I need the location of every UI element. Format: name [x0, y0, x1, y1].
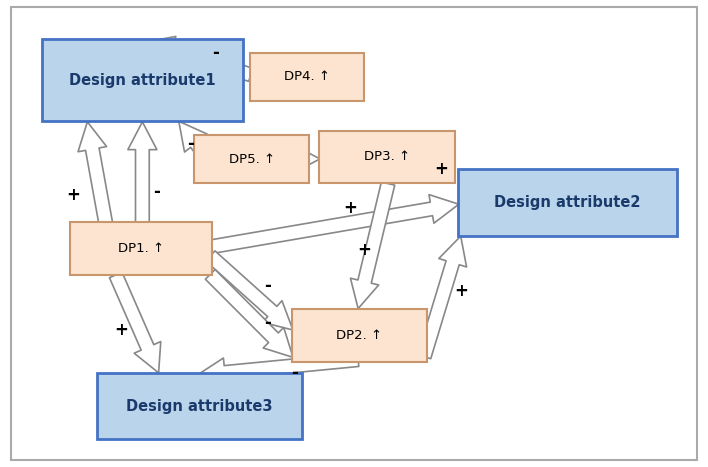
Text: -: - — [264, 277, 270, 295]
FancyBboxPatch shape — [69, 222, 212, 275]
FancyBboxPatch shape — [319, 130, 455, 183]
FancyBboxPatch shape — [195, 135, 309, 183]
Text: DP5. ↑: DP5. ↑ — [229, 153, 275, 166]
Text: -: - — [212, 44, 219, 62]
Text: +: + — [343, 199, 358, 217]
Text: +: + — [434, 161, 447, 178]
Text: Design attribute2: Design attribute2 — [494, 195, 641, 210]
FancyBboxPatch shape — [458, 170, 677, 236]
Text: +: + — [455, 282, 469, 300]
Text: +: + — [66, 185, 80, 204]
Text: -: - — [153, 184, 160, 201]
Text: DP1. ↑: DP1. ↑ — [118, 242, 164, 255]
FancyBboxPatch shape — [42, 39, 243, 121]
Text: DP3. ↑: DP3. ↑ — [364, 150, 410, 163]
Text: +: + — [115, 321, 128, 339]
Text: DP2. ↑: DP2. ↑ — [336, 329, 382, 342]
FancyBboxPatch shape — [292, 309, 427, 361]
FancyBboxPatch shape — [97, 373, 302, 439]
Text: -: - — [292, 364, 299, 382]
FancyBboxPatch shape — [250, 53, 365, 101]
Text: DP4. ↑: DP4. ↑ — [284, 70, 330, 83]
Text: +: + — [358, 241, 371, 259]
Text: Design attribute1: Design attribute1 — [69, 73, 216, 88]
Text: -: - — [264, 314, 270, 332]
Text: Design attribute3: Design attribute3 — [126, 399, 273, 414]
Text: -: - — [188, 135, 195, 153]
